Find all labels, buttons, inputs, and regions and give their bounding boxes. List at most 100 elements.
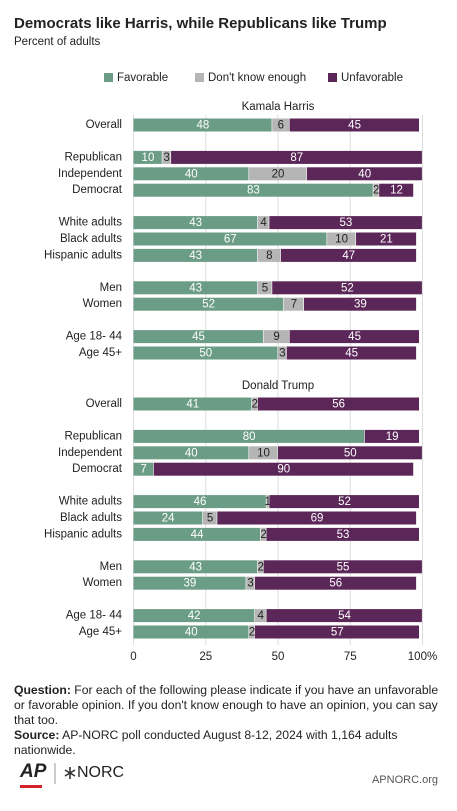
bar-segment [286, 346, 417, 360]
bar-segment [133, 232, 327, 246]
bar-segment [133, 462, 154, 476]
value-label: 10 [142, 152, 155, 164]
value-label: 42 [188, 610, 201, 622]
bar-segment [263, 330, 289, 344]
bar-segment [289, 330, 420, 344]
bar-segment [249, 167, 307, 181]
value-label: 56 [329, 578, 342, 590]
bar-segment [171, 150, 422, 164]
value-label: 3 [164, 152, 170, 164]
chart-subtitle: Percent of adults [14, 36, 101, 48]
bar-segment [133, 118, 272, 132]
value-label: 10 [335, 234, 348, 246]
value-label: 83 [247, 185, 260, 197]
bar-segment [257, 281, 272, 295]
bar-segment [133, 609, 255, 623]
bar-segment [133, 625, 249, 639]
bar-segment [257, 248, 281, 262]
value-label: 39 [183, 578, 196, 590]
logo-ap: AP [19, 761, 47, 782]
value-label: 56 [332, 399, 345, 411]
question: Question: For each of the following plea… [14, 683, 442, 728]
value-label: 5 [207, 513, 213, 525]
value-label: 19 [386, 431, 399, 443]
value-label: 54 [338, 610, 351, 622]
bar-segment [373, 183, 379, 197]
x-tick-label: 75 [344, 651, 357, 663]
value-label: 40 [185, 627, 198, 639]
x-tick-label: 0 [130, 651, 136, 663]
value-label: 41 [186, 399, 199, 411]
value-label: 46 [194, 496, 207, 508]
source: Source: AP-NORC poll conducted August 8-… [14, 728, 442, 758]
source-text: AP-NORC poll conducted August 8-12, 2024… [14, 728, 398, 757]
bar-segment [133, 167, 249, 181]
value-label: 1 [265, 496, 271, 508]
bar-segment [133, 429, 365, 443]
value-label: 40 [185, 447, 198, 459]
bar-segment [364, 429, 420, 443]
bar-segment [249, 625, 255, 639]
bar-segment [327, 232, 356, 246]
bar-segment [254, 576, 417, 590]
value-label: 80 [243, 431, 256, 443]
bar-segment [304, 297, 417, 311]
category-label: Men [100, 282, 122, 294]
category-label: Democrat [72, 463, 123, 475]
value-label: 53 [337, 529, 350, 541]
value-label: 12 [390, 185, 403, 197]
category-label: White adults [59, 217, 123, 229]
category-label: Age 45+ [79, 347, 122, 359]
value-label: 5 [262, 282, 268, 294]
bar-segment [254, 625, 420, 639]
category-label: Overall [86, 398, 122, 410]
value-label: 50 [344, 447, 357, 459]
category-label: Age 18- 44 [66, 331, 123, 343]
site: APNORC.org [372, 774, 438, 786]
bar-segment [260, 527, 266, 541]
bar-segment [249, 446, 278, 460]
value-label: 2 [257, 561, 263, 573]
value-label: 45 [348, 331, 361, 343]
bar-segment [266, 495, 269, 509]
bar-segment [133, 576, 246, 590]
logo-norc: NORC [77, 764, 124, 781]
category-label: White adults [59, 496, 123, 508]
value-label: 45 [348, 120, 361, 132]
value-label: 24 [162, 513, 175, 525]
bar-segment [133, 397, 252, 411]
panel-title: Kamala Harris [242, 101, 315, 113]
category-label: Age 18- 44 [66, 610, 123, 622]
category-label: Republican [64, 430, 122, 442]
bar-segment [278, 346, 287, 360]
category-label: Black adults [60, 233, 122, 245]
bar-segment [356, 232, 417, 246]
value-label: 45 [192, 331, 205, 343]
bar-segment [133, 281, 258, 295]
bar-segment [280, 248, 417, 262]
category-label: Hispanic adults [44, 249, 122, 261]
category-label: Independent [58, 447, 123, 459]
bar-segment [133, 560, 258, 574]
bar-segment [133, 446, 249, 460]
bar-segment [133, 330, 263, 344]
value-label: 2 [249, 627, 255, 639]
value-label: 2 [373, 185, 379, 197]
value-label: 48 [196, 120, 209, 132]
value-label: 55 [337, 561, 350, 573]
bar-segment [133, 511, 203, 525]
panel-title: Donald Trump [242, 380, 314, 392]
legend-label: Unfavorable [341, 72, 403, 84]
value-label: 57 [331, 627, 344, 639]
value-label: 67 [224, 234, 237, 246]
value-label: 9 [273, 331, 279, 343]
value-label: 69 [311, 513, 324, 525]
value-label: 52 [338, 496, 351, 508]
bar-segment [217, 511, 417, 525]
bar-segment [257, 216, 269, 230]
bar-segment [133, 183, 373, 197]
bar-segment [306, 167, 422, 181]
x-tick-label: 100% [408, 651, 437, 663]
value-label: 43 [189, 282, 202, 294]
